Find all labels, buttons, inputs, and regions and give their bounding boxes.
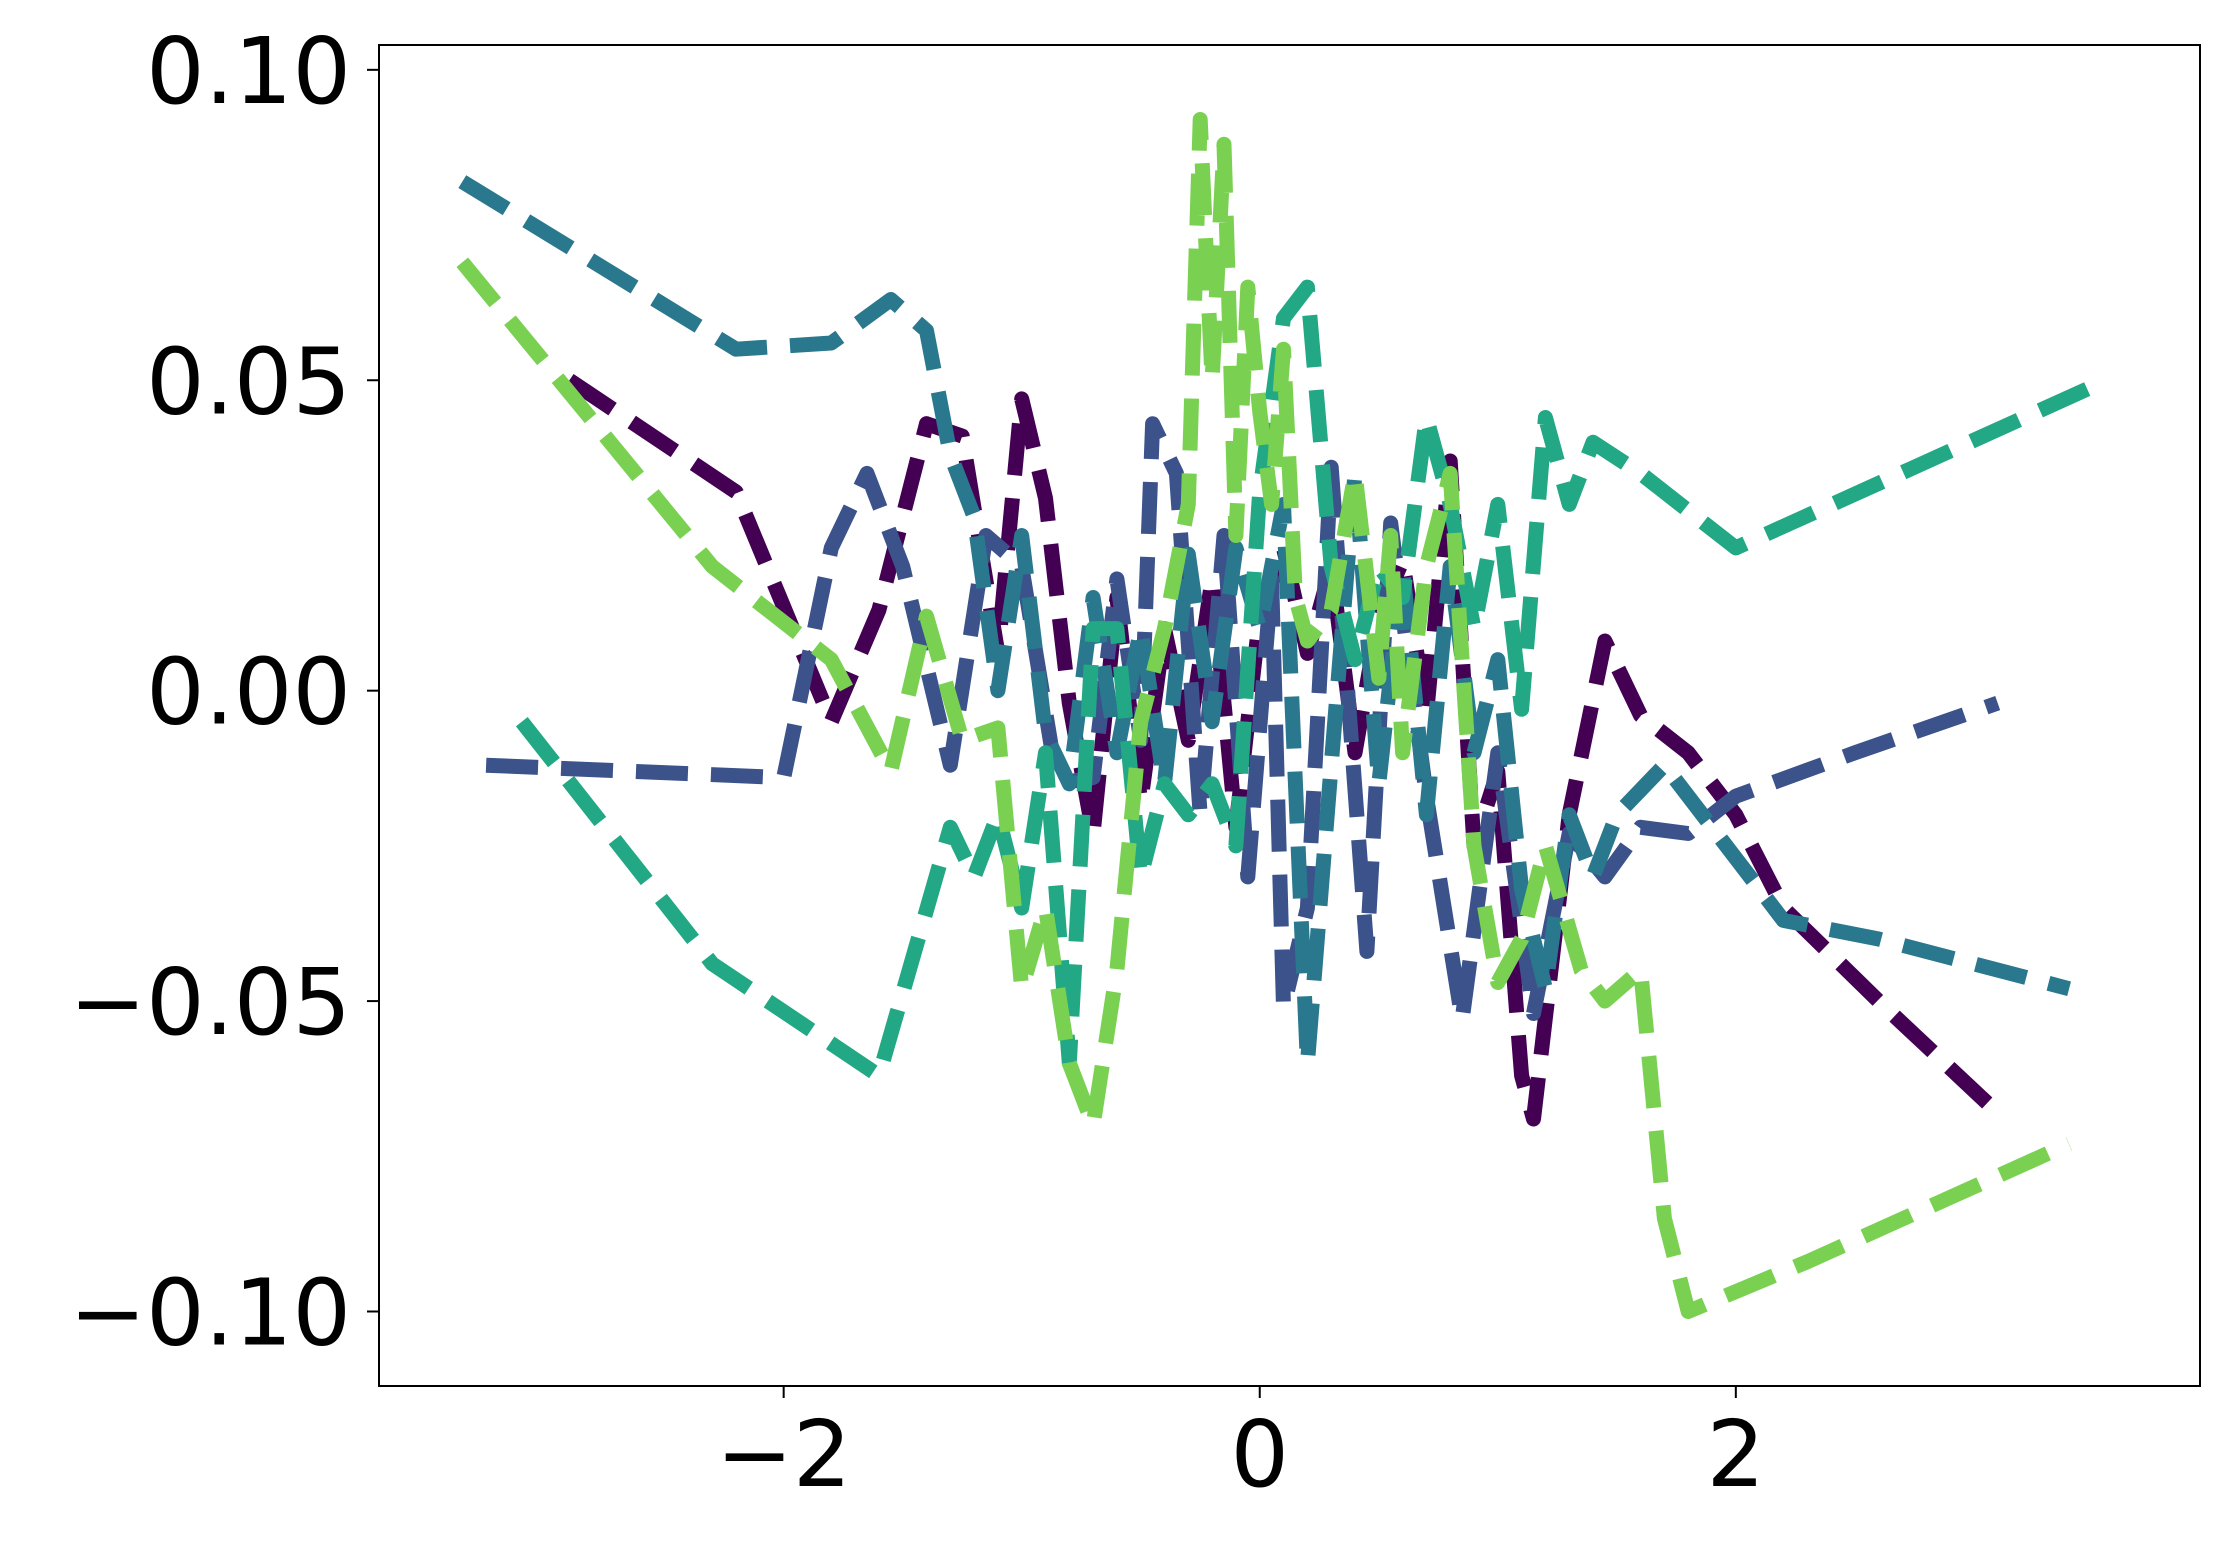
axes-layer: −2 0 2 −0.10 −0.05 0.00 0.05 0.10	[69, 18, 1765, 1508]
series-line-5	[456, 112, 2073, 1319]
plot-frame	[378, 44, 2201, 1387]
x-tick-label: −2	[716, 1401, 852, 1508]
y-tick-label: 0.10	[146, 18, 351, 125]
y-tick-label: 0.00	[146, 639, 351, 746]
y-tick-label: −0.05	[69, 949, 351, 1056]
series-line-1	[565, 373, 2003, 1127]
series-line-2	[485, 416, 2001, 1028]
series-layer	[456, 112, 2096, 1319]
y-tick-label: −0.10	[69, 1260, 351, 1367]
y-tick-label: 0.05	[146, 328, 351, 435]
x-tick-label: 2	[1707, 1401, 1766, 1508]
x-tick-label: 0	[1230, 1401, 1289, 1508]
